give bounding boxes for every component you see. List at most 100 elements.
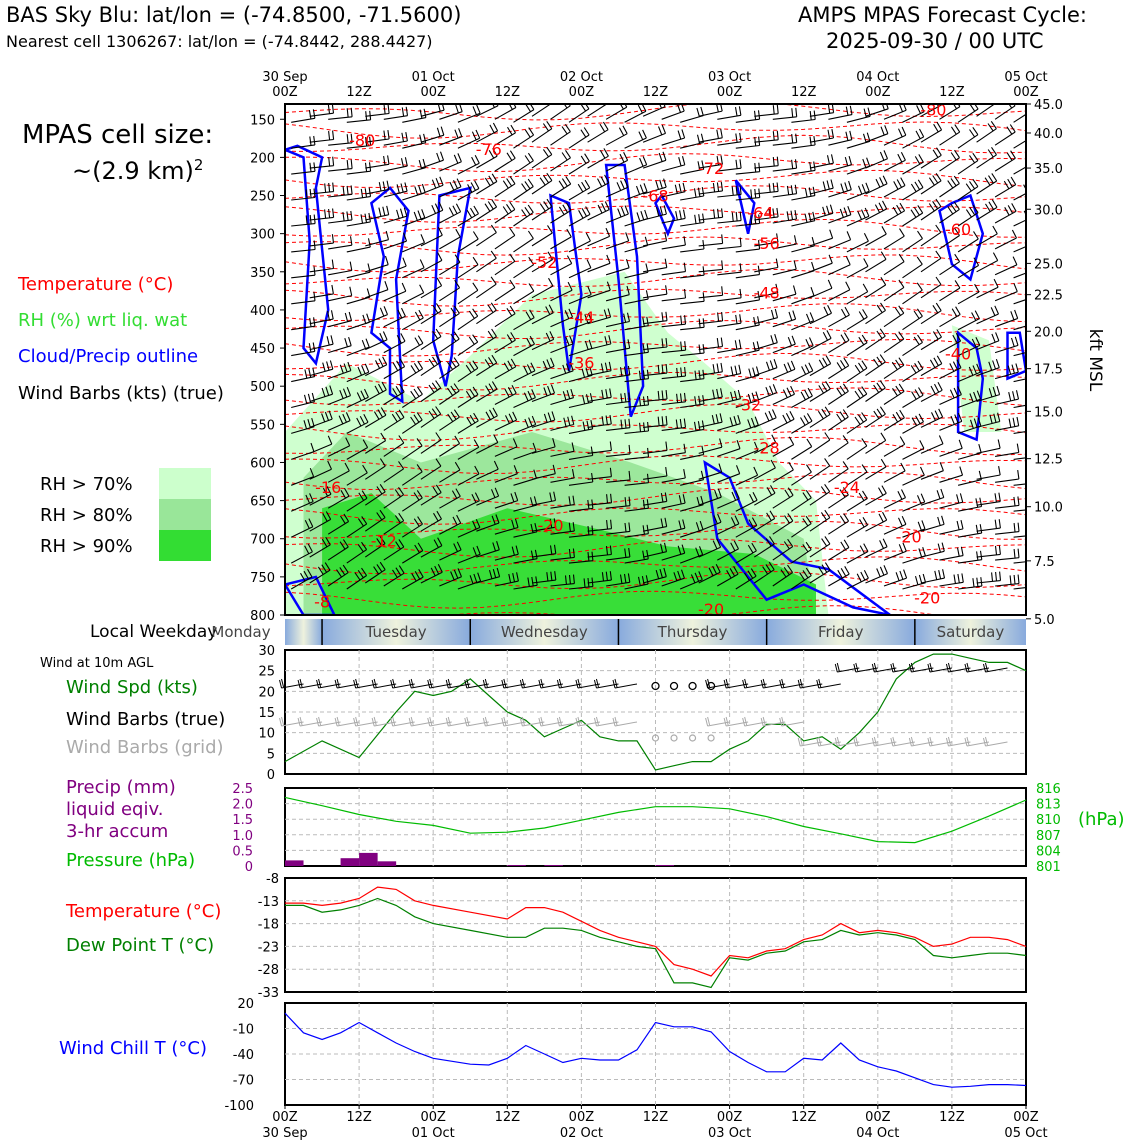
wind-barb: [902, 413, 924, 434]
wind-barb: [531, 518, 557, 532]
weekday-label: Wednesday: [501, 623, 588, 641]
height-tick-label: 7.5: [1034, 555, 1055, 570]
sfc-wind-barb-true: [279, 678, 304, 689]
wind-barb: [809, 304, 832, 325]
wind-barb: [994, 176, 1017, 198]
sfc-wind-barb-grid: [556, 716, 582, 727]
cell-size-value-text: ~(2.9 km): [72, 157, 194, 185]
wind-barb: [642, 205, 667, 221]
wind-barb: [402, 183, 426, 201]
wind-barb: [865, 150, 889, 169]
wind-barb: [327, 462, 350, 483]
wind-barb: [364, 483, 386, 506]
wind-barb: [772, 487, 794, 509]
sfc-wind-barb-grid: [501, 716, 526, 727]
height-tick-label: 10.0: [1034, 501, 1063, 516]
wind-barb: [754, 258, 779, 273]
wind-barb: [754, 434, 777, 454]
wind-barb: [624, 499, 649, 512]
windchill-tick-label: -70: [233, 1074, 254, 1089]
sfc-wind-barb-grid: [890, 736, 915, 747]
bottom-date-label: 02 Oct: [560, 1126, 603, 1140]
sfc-wind-barb-true: [334, 678, 360, 689]
wind-barb: [420, 354, 442, 377]
wind-barb: [1013, 184, 1026, 201]
precip-tick-label: 0: [245, 860, 253, 875]
wind-barb: [531, 438, 556, 454]
sfc-wind-barb-grid: [279, 716, 304, 727]
wind-barb: [957, 337, 981, 357]
cloud-outline: [431, 186, 472, 387]
wind-barb: [309, 410, 333, 428]
wind-barb: [439, 383, 460, 405]
wind-barb: [846, 569, 869, 590]
wind-barb: [772, 360, 796, 380]
wind-barb: [383, 257, 407, 276]
wind-barb: [772, 285, 797, 302]
wind-barb: [606, 496, 631, 509]
sfc-wind-barb-true: [871, 662, 897, 673]
wind-barb: [550, 442, 575, 457]
wind-barb: [717, 414, 741, 431]
wind-barb: [920, 408, 944, 428]
wind-barb: [568, 286, 592, 305]
height-tick-label: 25.0: [1034, 257, 1063, 272]
wind-barb: [606, 365, 631, 380]
bottom-time-label: 12Z: [791, 1110, 817, 1125]
wind-barb: [772, 184, 798, 198]
wind-barb: [346, 288, 371, 305]
wind-barb: [883, 177, 906, 198]
wind-barb: [809, 154, 834, 169]
top-date-label: 30 Sep: [262, 70, 307, 85]
legend-dewpoint: Dew Point T (°C): [66, 935, 215, 956]
wind-barb: [809, 406, 831, 428]
windchill-tick-label: 20: [237, 997, 254, 1012]
wind-barb: [846, 309, 868, 331]
wind-barb: [327, 386, 352, 406]
wind-barb: [846, 334, 868, 357]
wind-barb: [401, 464, 423, 486]
wind-tick-label: 15: [258, 706, 275, 721]
wind-barb: [902, 230, 923, 253]
wind-barb: [772, 107, 798, 120]
wind-barb: [828, 180, 852, 198]
wind-barb: [624, 395, 650, 409]
wind-barb: [327, 539, 349, 561]
cloud-outline: [285, 575, 336, 615]
wind-barb: [809, 104, 835, 117]
wind-barb: [809, 229, 834, 247]
sfc-wind-barb-grid: [742, 716, 767, 727]
wind-barb: [661, 182, 686, 198]
wind-barb: [809, 432, 831, 454]
wind-barb: [439, 541, 462, 561]
wind-barb: [383, 282, 407, 302]
precip-tick-label: 2.0: [232, 798, 253, 813]
wind-barb: [846, 360, 868, 383]
wind-barb: [883, 279, 905, 302]
sfc-wind-barb-true: [834, 662, 860, 673]
wind-barb: [587, 227, 611, 247]
bottom-time-label: 12Z: [939, 1110, 965, 1125]
sfc-wind-barb-grid: [945, 736, 971, 747]
wind-barb: [605, 285, 630, 302]
wind-barb: [383, 232, 408, 250]
isotherm-line: [285, 320, 1026, 340]
wind-barb: [717, 465, 741, 483]
wind-barb: [605, 312, 631, 328]
wind-barb: [902, 256, 923, 279]
sfc-wind-barb-grid: [908, 736, 934, 747]
wind-barb: [365, 432, 387, 454]
sfc-wind-barb-grid: [723, 716, 749, 727]
pressure-tick-label: 650: [250, 495, 275, 510]
wind-barb: [420, 277, 443, 299]
wind-barb: [513, 230, 534, 253]
wind-barb: [698, 260, 724, 273]
wind-barb: [957, 363, 981, 383]
wind-barb: [846, 412, 868, 434]
isotherm-label: -12: [371, 531, 397, 550]
wind-barb: [791, 362, 814, 383]
wind-barb: [735, 542, 757, 564]
wind-barb: [364, 509, 386, 532]
wind-barb: [754, 510, 776, 532]
wind-barb: [698, 413, 723, 428]
